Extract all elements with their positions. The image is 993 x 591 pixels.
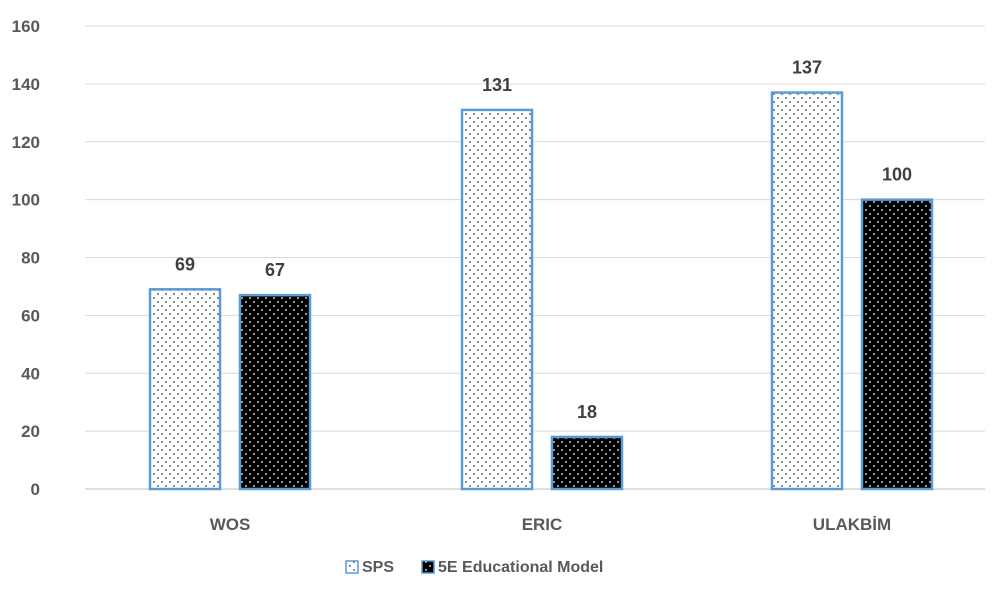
y-tick-label: 0 (31, 480, 40, 499)
data-labels: 69 67 131 18 137 100 (175, 58, 912, 422)
bar (860, 198, 934, 491)
data-label: 18 (577, 402, 597, 422)
legend-label: 5E Educational Model (438, 559, 603, 576)
x-axis-categories: WOS ERIC ULAKBİM (210, 515, 892, 534)
data-label: 131 (482, 75, 512, 95)
y-axis-ticks: 0 20 40 60 80 100 120 140 160 (12, 17, 40, 499)
y-tick-label: 60 (21, 306, 40, 325)
data-label: 137 (792, 58, 822, 78)
y-tick-label: 80 (21, 249, 40, 268)
y-tick-label: 20 (21, 422, 40, 441)
bars (148, 91, 934, 491)
y-tick-label: 140 (12, 75, 40, 94)
data-label: 67 (265, 260, 285, 280)
y-tick-label: 100 (12, 191, 40, 210)
data-label: 69 (175, 254, 195, 274)
legend: SPS 5E Educational Model (345, 559, 603, 576)
legend-swatch (345, 560, 359, 574)
x-tick-label: WOS (210, 515, 251, 534)
x-tick-label: ERIC (522, 515, 563, 534)
bar (550, 435, 624, 491)
data-label: 100 (882, 165, 912, 185)
y-tick-label: 160 (12, 17, 40, 36)
bar (770, 91, 844, 491)
bar (238, 293, 312, 491)
x-tick-label: ULAKBİM (813, 515, 891, 534)
bar (148, 288, 222, 491)
y-tick-label: 120 (12, 133, 40, 152)
legend-label: SPS (362, 559, 394, 576)
gridlines (85, 25, 985, 490)
legend-swatch (421, 560, 435, 574)
y-tick-label: 40 (21, 364, 40, 383)
bar (460, 108, 534, 491)
